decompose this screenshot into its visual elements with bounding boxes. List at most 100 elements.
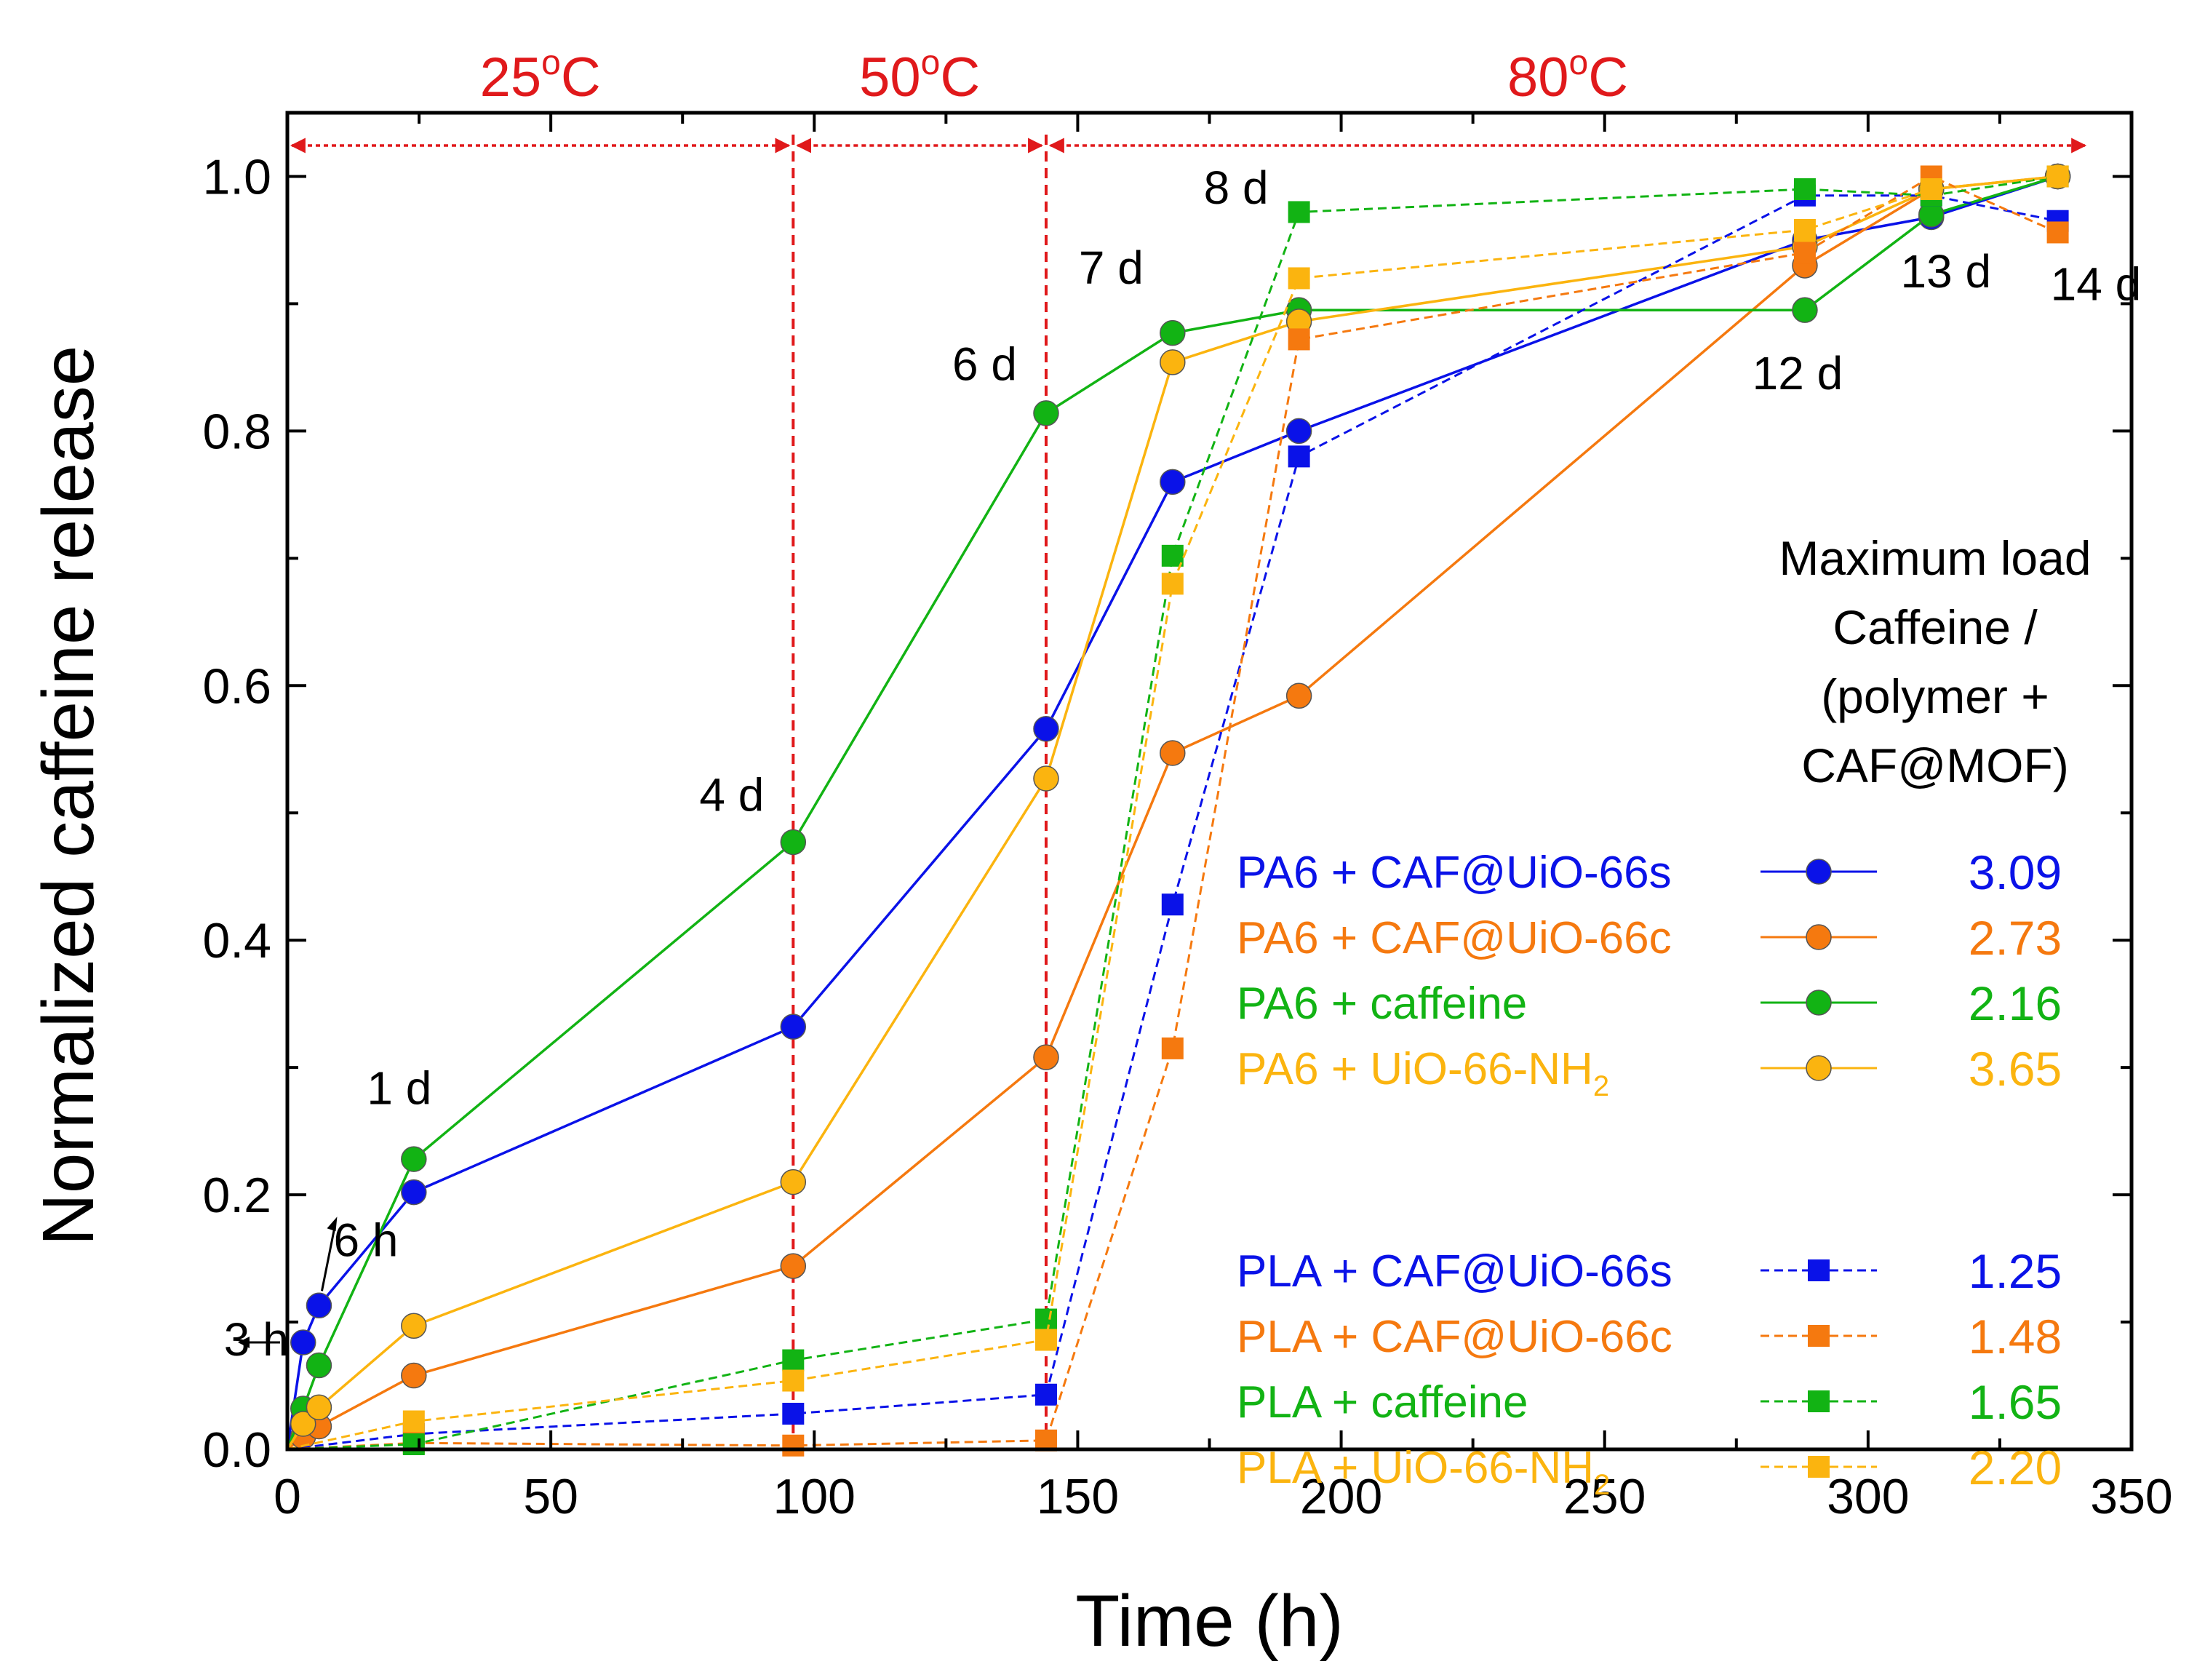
- series-line: [287, 175, 2058, 1451]
- y-tick-label: 0.0: [202, 1422, 271, 1478]
- data-point: [1034, 1308, 1057, 1331]
- x-tick-label: 250: [1563, 1469, 1646, 1524]
- data-point: [401, 1146, 427, 1172]
- legend-heading: (polymer +: [1821, 669, 2049, 723]
- x-axis-title: Time (h): [1075, 1580, 1344, 1662]
- data-point: [1288, 445, 1310, 468]
- time-annotations: 3 h 6 h 1 d 4 d 6 d 7 d 8 d 12 d 13 d 14 d: [224, 162, 2141, 1366]
- data-point: [1920, 178, 1942, 200]
- legend-marker: [1808, 1325, 1830, 1347]
- y-axis-title: Normalized caffeine release: [28, 346, 109, 1246]
- legend-marker: [1806, 1055, 1832, 1081]
- y-tick-label: 0.4: [202, 913, 271, 968]
- data-point: [1033, 400, 1059, 426]
- time-annotation: 4 d: [699, 769, 764, 821]
- x-tick-label: 350: [2090, 1469, 2172, 1524]
- time-annotation: 1 d: [367, 1062, 431, 1115]
- time-annotation: 3 h: [224, 1313, 289, 1366]
- data-point: [2046, 165, 2069, 188]
- legend-marker: [1806, 924, 1832, 950]
- legend-label: PA6 + CAF@UiO-66c: [1237, 913, 1672, 963]
- y-tick-label: 0.6: [202, 658, 271, 714]
- data-point: [402, 1410, 425, 1433]
- legend-label: PLA + CAF@UiO-66c: [1237, 1312, 1672, 1362]
- annotation-arrowhead: [327, 1217, 338, 1232]
- time-annotation: 13 d: [1900, 245, 1991, 298]
- data-point: [1033, 716, 1059, 742]
- data-point: [1034, 1383, 1057, 1406]
- data-point: [306, 1352, 332, 1379]
- x-tick-label: 150: [1037, 1469, 1119, 1524]
- data-point: [1288, 328, 1310, 351]
- temperature-zone-label: 80oC: [1507, 44, 1628, 108]
- data-point: [1033, 765, 1059, 792]
- data-point: [782, 1403, 805, 1425]
- data-point: [1793, 218, 1816, 241]
- y-tick-label: 1.0: [202, 149, 271, 204]
- annotation-arrow: [320, 1225, 336, 1291]
- data-point: [1793, 178, 1816, 200]
- y-tick-label: 0.2: [202, 1168, 271, 1223]
- time-annotation: 7 d: [1079, 242, 1144, 294]
- series-line: [287, 175, 2058, 1451]
- legend-label: PLA + UiO-66-NH2: [1237, 1443, 1610, 1501]
- data-point: [306, 1292, 332, 1319]
- data-point: [782, 1369, 805, 1392]
- data-point: [1161, 573, 1184, 595]
- x-tick-label: 100: [773, 1469, 856, 1524]
- legend-marker: [1806, 859, 1832, 885]
- legend-label: PA6 + CAF@UiO-66s: [1237, 848, 1672, 898]
- legend: Maximum load Caffeine / (polymer + CAF@MOF)…: [1237, 531, 2092, 1501]
- data-point: [1160, 740, 1186, 766]
- data-point: [780, 829, 807, 856]
- data-point: [780, 1169, 807, 1195]
- time-annotation: 6 h: [333, 1214, 398, 1266]
- data-point: [402, 1433, 425, 1456]
- data-point: [782, 1434, 805, 1457]
- data-point: [1792, 297, 1818, 323]
- time-annotation: 14 d: [2051, 258, 2142, 310]
- legend-value: 1.48: [1969, 1310, 2062, 1363]
- data-point: [780, 1014, 807, 1040]
- x-tick-label: 50: [523, 1469, 578, 1524]
- time-annotation: 8 d: [1204, 162, 1269, 214]
- annotation-arrowhead: [238, 1337, 250, 1349]
- data-point: [1161, 1037, 1184, 1059]
- legend-heading: Caffeine /: [1833, 600, 2038, 654]
- data-point: [401, 1362, 427, 1389]
- data-point: [2046, 221, 2069, 244]
- data-point: [782, 1349, 805, 1372]
- legend-marker: [1806, 990, 1832, 1016]
- data-point: [1793, 242, 1816, 264]
- data-point: [290, 1329, 316, 1355]
- legend-value: 2.16: [1969, 976, 2062, 1030]
- legend-heading: Maximum load: [1779, 531, 2091, 585]
- time-annotation: 6 d: [952, 338, 1017, 390]
- legend-value: 2.73: [1969, 911, 2062, 965]
- x-tick-label: 200: [1300, 1469, 1382, 1524]
- data-point: [306, 1394, 332, 1421]
- legend-value: 2.20: [1969, 1441, 2062, 1494]
- temperature-zone-label: 50oC: [859, 44, 980, 108]
- data-point: [1285, 418, 1312, 445]
- data-point: [1288, 201, 1310, 223]
- data-point: [1161, 544, 1184, 567]
- data-point: [401, 1179, 427, 1206]
- data-point: [1160, 349, 1186, 375]
- legend-value: 3.65: [1969, 1042, 2062, 1096]
- data-series: [286, 163, 2071, 1457]
- temperature-zones: 25oC 50oC 80oC: [290, 44, 2087, 1449]
- data-point: [1285, 682, 1312, 709]
- legend-label: PA6 + UiO-66-NH2: [1237, 1044, 1609, 1102]
- legend-marker: [1808, 1390, 1830, 1412]
- legend-label: PLA + CAF@UiO-66s: [1237, 1246, 1672, 1297]
- legend-marker: [1808, 1456, 1830, 1478]
- data-point: [401, 1313, 427, 1339]
- data-point: [1160, 319, 1186, 346]
- legend-marker: [1808, 1259, 1830, 1281]
- data-point: [1161, 893, 1184, 916]
- series-pla-uio-66-nh: [287, 165, 2069, 1451]
- legend-value: 1.65: [1969, 1375, 2062, 1429]
- x-tick-label: 300: [1827, 1469, 1909, 1524]
